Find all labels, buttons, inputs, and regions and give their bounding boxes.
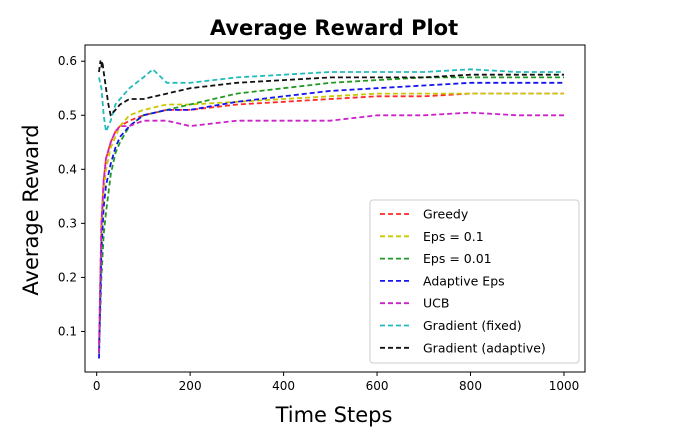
series-line-3 — [98, 81, 564, 359]
x-axis-label: Time Steps — [275, 403, 393, 427]
y-tick-label: 0.2 — [58, 270, 77, 284]
plot-area — [84, 44, 586, 373]
series-line-6 — [98, 60, 564, 117]
legend: Greedy Eps = 0.1 Eps = 0.01 Adaptive Eps UCB… — [369, 199, 580, 364]
legend-box — [369, 199, 580, 364]
x-tick-label: 200 — [179, 379, 202, 393]
y-tick-label: 0.3 — [58, 216, 77, 230]
x-tick-label: 800 — [459, 379, 482, 393]
legend-label: Eps = 0.1 — [423, 229, 484, 244]
chart-title: Average Reward Plot — [210, 16, 458, 40]
legend-label: Gradient (fixed) — [423, 318, 522, 333]
y-axis-label: Average Reward — [19, 124, 43, 295]
x-tick-label: 1000 — [549, 379, 580, 393]
x-tick-label: 0 — [93, 379, 101, 393]
series-line-2 — [98, 76, 564, 354]
y-tick-label: 0.1 — [58, 324, 77, 338]
series-line-1 — [98, 92, 564, 348]
axes-frame — [84, 44, 586, 373]
series-line-4 — [98, 111, 564, 354]
legend-label: UCB — [423, 296, 449, 311]
y-tick-label: 0.6 — [58, 54, 77, 68]
x-tick-label: 400 — [272, 379, 295, 393]
legend-label: Greedy — [423, 207, 469, 222]
x-tick-label: 600 — [366, 379, 389, 393]
y-tick-label: 0.5 — [58, 108, 77, 122]
legend-label: Adaptive Eps — [423, 273, 505, 288]
y-tick-label: 0.4 — [58, 162, 77, 176]
legend-label: Eps = 0.01 — [423, 251, 492, 266]
series-line-5 — [98, 68, 564, 133]
axis-ticks: 0 200 400 600 800 1000 0.1 0.2 0.3 0.4 0.5 0.6 — [58, 54, 579, 393]
legend-label: Gradient (adaptive) — [423, 340, 546, 355]
